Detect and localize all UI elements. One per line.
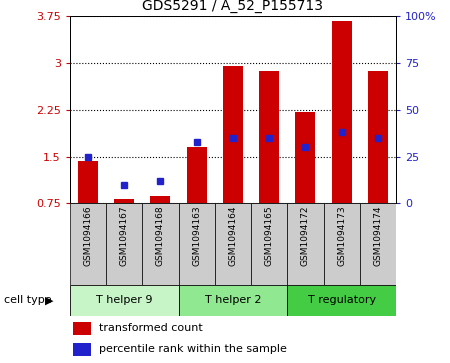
Bar [78,161,98,203]
Text: cell type: cell type [4,295,52,305]
Bar [106,203,142,285]
Bar [287,285,396,316]
Bar [179,285,287,316]
Bar [295,112,315,203]
Bar [223,66,243,203]
Bar [368,70,388,203]
Text: T helper 2: T helper 2 [205,295,261,305]
Bar [251,203,287,285]
Text: GSM1094167: GSM1094167 [120,206,129,266]
Text: GSM1094163: GSM1094163 [192,206,201,266]
Text: ▶: ▶ [45,295,54,305]
Text: GSM1094166: GSM1094166 [83,206,92,266]
Bar [259,70,279,203]
Text: GSM1094164: GSM1094164 [228,206,238,266]
Text: T regulatory: T regulatory [307,295,376,305]
Text: GSM1094172: GSM1094172 [301,206,310,266]
Bar [142,203,179,285]
Text: transformed count: transformed count [99,323,203,334]
Text: GSM1094173: GSM1094173 [337,206,346,266]
Bar [114,199,134,203]
Text: GSM1094165: GSM1094165 [265,206,274,266]
Bar [150,196,171,203]
Text: GSM1094174: GSM1094174 [374,206,382,266]
Bar [73,322,91,335]
Bar [187,147,207,203]
Text: GSM1094168: GSM1094168 [156,206,165,266]
Text: T helper 9: T helper 9 [96,295,153,305]
Bar [287,203,324,285]
Text: percentile rank within the sample: percentile rank within the sample [99,344,287,354]
Bar [73,343,91,356]
Title: GDS5291 / A_52_P155713: GDS5291 / A_52_P155713 [142,0,324,13]
Bar [332,21,351,203]
Bar [324,203,360,285]
Bar [179,203,215,285]
Bar [360,203,396,285]
Bar [70,285,179,316]
Bar [70,203,106,285]
Bar [215,203,251,285]
